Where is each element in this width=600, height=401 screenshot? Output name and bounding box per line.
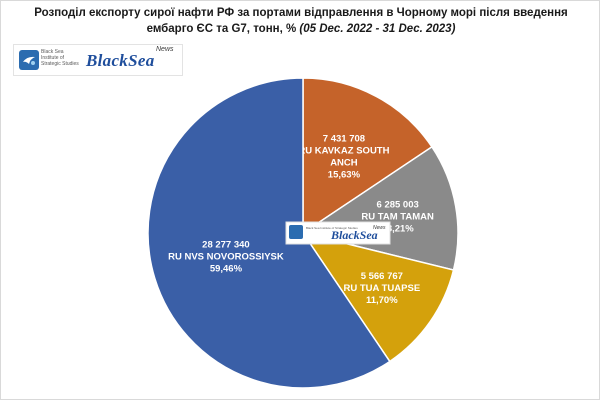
blacksea-logo: Black Sea Institute of Strategic Studies… xyxy=(13,44,183,76)
slice-label-line: RU TUA TUAPSE xyxy=(343,283,420,294)
slice-data-label: 6 285 003 RU TAM TAMAN 13,21% xyxy=(361,199,434,234)
slice-label-line: 11,70% xyxy=(366,295,398,306)
slice-data-label: 5 566 767 RU TUA TUAPSE 11,70% xyxy=(343,271,420,306)
watermark-news: News xyxy=(373,225,386,231)
slice-label-line: 15,63% xyxy=(328,169,361,180)
slice-label-line: 59,46% xyxy=(210,264,243,275)
pie-slice xyxy=(147,77,391,389)
slice-label-line: 28 277 340 xyxy=(202,240,250,251)
chart-title: Розподіл експорту сирої нафти РФ за порт… xyxy=(21,5,581,37)
slice-label-line: 7 431 708 xyxy=(323,133,365,144)
logo-brand: BlackSea xyxy=(86,51,155,70)
logo-org-name: Black Sea Institute of Strategic Studies xyxy=(41,49,79,67)
slice-label-line: 6 285 003 xyxy=(377,199,419,210)
slice-label-line: RU KAVKAZ SOUTH xyxy=(298,145,389,156)
slice-data-label: 7 431 708 RU KAVKAZ SOUTH ANCH 15,63% xyxy=(298,133,389,180)
pie-slice xyxy=(301,231,455,363)
slice-label-line: 13,21% xyxy=(382,223,415,234)
chart-title-line2: ембарго ЄС та G7, тонн, % (05 Dec. 2022 … xyxy=(21,21,581,37)
slice-label-line: 5 566 767 xyxy=(361,271,403,282)
logo-news: News xyxy=(156,46,174,53)
chart-date-range: (05 Dec. 2022 - 31 Dec. 2023) xyxy=(299,23,456,35)
chart-title-line2-text: ембарго ЄС та G7, тонн, % xyxy=(146,23,300,35)
watermark-background xyxy=(285,221,391,245)
slice-data-label: 28 277 340 RU NVS NOVOROSSIYSK 59,46% xyxy=(168,240,284,275)
center-watermark-logo: Black Sea Institute of Strategic Studies… xyxy=(285,221,391,245)
institute-emblem-icon xyxy=(19,50,39,70)
slice-label-line: RU NVS NOVOROSSIYSK xyxy=(168,252,284,263)
slice-label-line: RU TAM TAMAN xyxy=(361,211,434,222)
slice-label-line: ANCH xyxy=(330,157,358,168)
pie-slice xyxy=(302,77,433,235)
chart-title-line1: Розподіл експорту сирої нафти РФ за порт… xyxy=(34,7,568,19)
watermark-emblem-icon xyxy=(289,225,303,239)
watermark-org: Black Sea Institute of Strategic Studies xyxy=(306,226,358,230)
watermark-brand: BlackSea xyxy=(330,228,378,242)
